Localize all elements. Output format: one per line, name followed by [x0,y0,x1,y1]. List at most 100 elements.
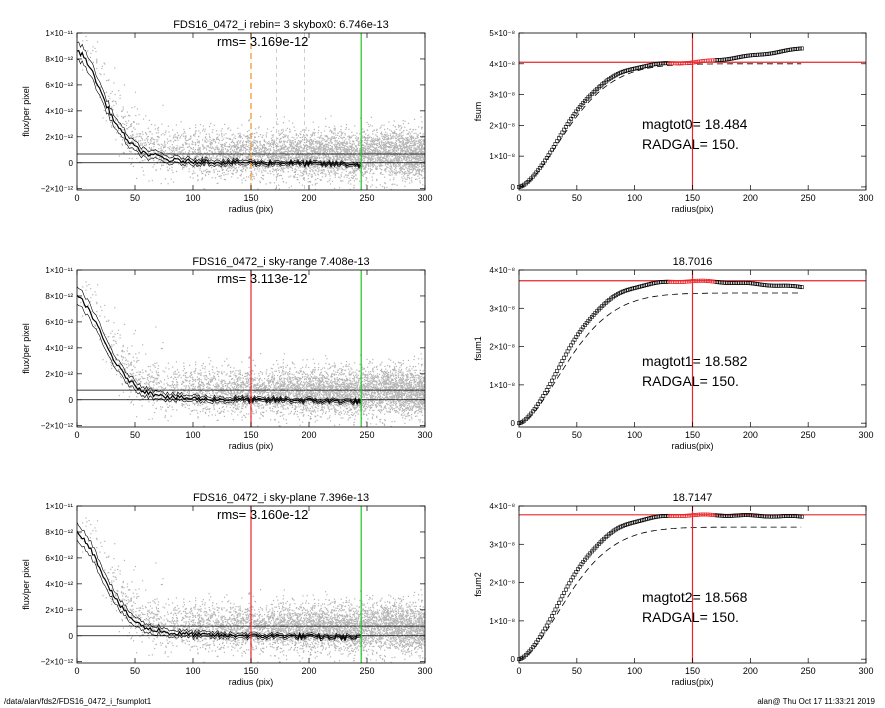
data-point [420,174,422,176]
data-point [317,173,319,175]
data-point [255,150,257,152]
data-point [261,170,263,172]
data-point [423,162,425,164]
data-point [400,145,403,148]
data-point [316,151,319,153]
data-point [161,151,164,154]
data-point [399,169,401,172]
data-point [292,142,294,144]
data-point [369,170,372,172]
data-point [298,155,300,157]
data-point [405,142,407,144]
data-point [352,159,354,161]
data-point [397,158,400,160]
data-point [203,152,206,154]
data-point [324,151,326,153]
data-point [232,151,235,153]
data-point [392,149,395,152]
data-point [390,188,392,190]
data-point [282,171,284,173]
data-point [291,152,294,154]
data-point [153,159,155,162]
data-point [335,167,337,169]
data-point [423,139,425,141]
data-point [354,160,357,162]
data-point [419,182,421,184]
data-point [374,151,376,153]
data-point [273,158,275,160]
data-point [186,165,188,167]
data-point [282,148,284,150]
data-point [401,167,403,169]
data-point [384,157,386,159]
data-point [391,170,393,172]
data-point [301,165,303,167]
data-point [216,173,219,175]
data-point [405,172,407,174]
data-point [321,143,324,145]
data-point [330,150,332,153]
data-point [248,136,250,139]
data-point [341,168,344,170]
data-point [335,150,338,152]
data-point [411,141,413,143]
data-point [280,147,282,149]
data-point [361,144,363,146]
data-point [291,149,293,151]
data-point [264,159,266,161]
data-point [313,172,315,174]
data-point [395,149,397,152]
data-point [323,159,325,161]
data-point [262,145,264,147]
data-point [300,165,302,167]
data-point [287,160,289,163]
data-point [240,149,243,151]
data-point [247,145,249,148]
data-point [346,149,348,151]
data-point [248,176,250,178]
data-point [241,179,243,181]
data-point [161,161,163,163]
data-point [323,149,325,151]
data-point [369,165,372,167]
data-point [126,128,128,130]
data-point [232,154,234,157]
data-point [365,152,368,154]
data-point [354,158,356,160]
data-point [249,167,251,169]
data-point [226,157,228,159]
data-point [314,149,316,152]
data-point [404,126,406,128]
data-point [258,152,260,154]
data-point [294,168,296,170]
data-point [208,171,210,173]
data-point [324,149,327,151]
data-point [197,148,199,151]
data-point [335,159,337,161]
data-point [407,163,409,166]
data-point [350,183,352,185]
data-point [216,133,218,135]
data-point [130,140,133,143]
data-point [421,147,423,149]
data-point [152,138,154,140]
data-point [282,143,284,145]
data-point [188,152,190,154]
data-point [205,158,208,160]
data-point [322,145,324,147]
data-point [418,156,420,158]
data-point [420,163,423,166]
data-point [410,140,412,143]
data-point [395,146,397,148]
data-point [248,129,250,132]
data-point [192,148,194,150]
data-point [134,143,136,145]
data-point [358,167,361,170]
data-point [198,160,200,162]
data-point [342,156,344,158]
data-point [121,143,123,145]
data-point [158,160,160,162]
data-point [198,153,200,156]
data-point [201,170,203,173]
data-point [354,125,356,127]
